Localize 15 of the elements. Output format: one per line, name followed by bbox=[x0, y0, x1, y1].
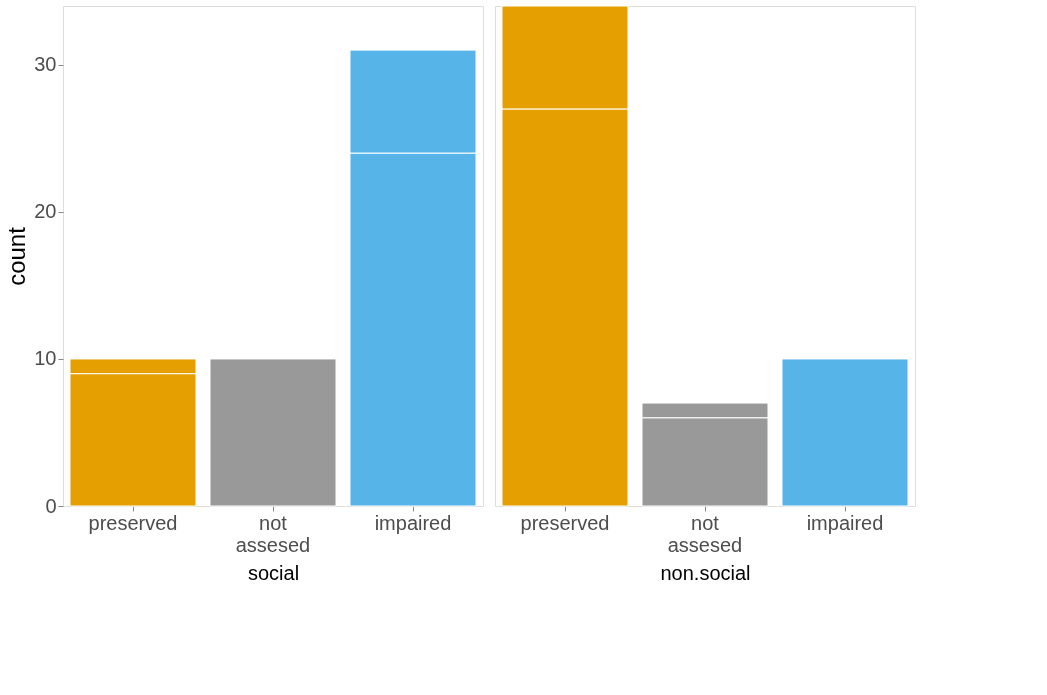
x-tick-label: preserved bbox=[88, 511, 178, 534]
bar bbox=[781, 358, 909, 507]
text: social bbox=[247, 561, 300, 584]
x-tick-label: not assesed bbox=[235, 511, 311, 556]
y-tick-label: 20 bbox=[34, 200, 57, 223]
y-tick-label: 30 bbox=[34, 53, 57, 76]
x-tick-label: impaired bbox=[374, 511, 452, 534]
x-tick-label: preserved bbox=[520, 511, 610, 534]
y-tick-label: 0 bbox=[45, 494, 57, 517]
x-tick-label: impaired bbox=[806, 511, 884, 534]
x-tick-label: not assesed bbox=[667, 511, 743, 556]
bar bbox=[209, 358, 337, 507]
y-tick-label: 10 bbox=[34, 347, 57, 370]
text: non.social bbox=[660, 561, 751, 584]
y-axis-title: count bbox=[3, 226, 31, 286]
